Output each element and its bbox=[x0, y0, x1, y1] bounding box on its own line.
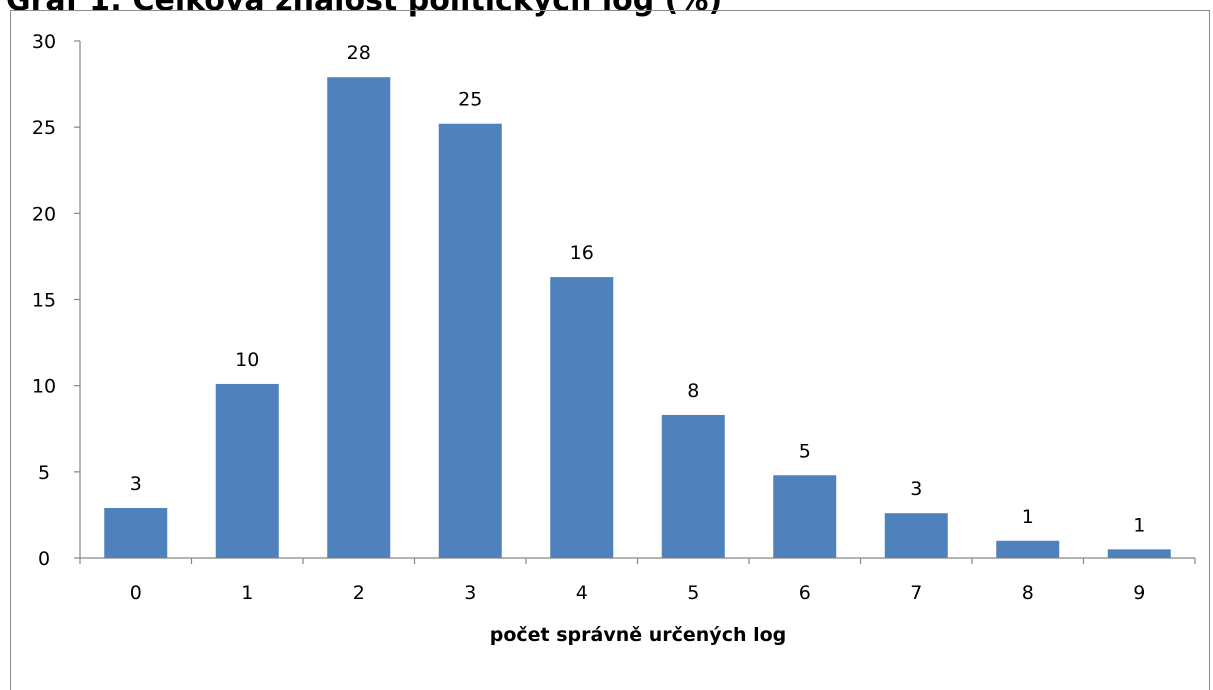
data-label-7: 3 bbox=[910, 478, 922, 500]
y-tick-label: 30 bbox=[32, 31, 56, 53]
data-label-4: 16 bbox=[570, 242, 594, 264]
bar-3 bbox=[438, 123, 502, 558]
page-title: Graf 1: Celková znalost politických log … bbox=[6, 0, 723, 18]
x-axis-ticks: 0 1 2 3 4 5 6 7 8 9 bbox=[79, 558, 1196, 604]
bar-9 bbox=[1107, 549, 1171, 558]
data-label-1: 10 bbox=[235, 349, 259, 371]
bar-5 bbox=[661, 414, 725, 558]
bars bbox=[104, 77, 1171, 558]
y-tick-label: 5 bbox=[38, 462, 50, 484]
x-tick-label: 6 bbox=[799, 582, 811, 604]
bar-8 bbox=[996, 540, 1060, 558]
bar-6 bbox=[773, 475, 837, 558]
x-tick-label: 9 bbox=[1133, 582, 1145, 604]
x-tick-label: 2 bbox=[353, 582, 365, 604]
y-tick-label: 20 bbox=[32, 203, 56, 225]
y-tick-label: 15 bbox=[32, 290, 56, 312]
bar-7 bbox=[884, 513, 948, 558]
data-label-9: 1 bbox=[1133, 514, 1145, 536]
data-label-8: 1 bbox=[1022, 506, 1034, 528]
data-label-3: 25 bbox=[458, 89, 482, 111]
data-label-5: 8 bbox=[687, 380, 699, 402]
y-axis-ticks: 0 5 10 15 20 25 30 bbox=[32, 31, 80, 570]
x-tick-label: 8 bbox=[1022, 582, 1034, 604]
x-tick-label: 0 bbox=[130, 582, 142, 604]
bar-2 bbox=[327, 77, 391, 558]
y-tick-label: 10 bbox=[32, 376, 56, 398]
data-label-6: 5 bbox=[799, 440, 811, 462]
x-tick-label: 1 bbox=[241, 582, 253, 604]
data-labels: 3 10 28 25 16 8 5 3 1 1 bbox=[130, 42, 1146, 536]
bar-1 bbox=[215, 383, 279, 558]
bar-4 bbox=[550, 277, 614, 558]
y-tick-label: 0 bbox=[38, 548, 50, 570]
data-label-2: 28 bbox=[347, 42, 371, 64]
chart-frame bbox=[10, 10, 1210, 690]
x-tick-label: 4 bbox=[576, 582, 588, 604]
data-label-0: 3 bbox=[130, 473, 142, 495]
x-axis-title: počet správně určených log bbox=[490, 624, 787, 646]
x-tick-label: 3 bbox=[464, 582, 476, 604]
y-tick-label: 25 bbox=[32, 117, 56, 139]
bar-chart: 0 5 10 15 20 25 30 3 10 28 25 16 8 5 3 1 1 0 1 2 3 4 5 6 7 8 9 p… bbox=[32, 31, 1196, 646]
x-tick-label: 5 bbox=[687, 582, 699, 604]
bar-0 bbox=[104, 508, 168, 558]
x-tick-label: 7 bbox=[910, 582, 922, 604]
